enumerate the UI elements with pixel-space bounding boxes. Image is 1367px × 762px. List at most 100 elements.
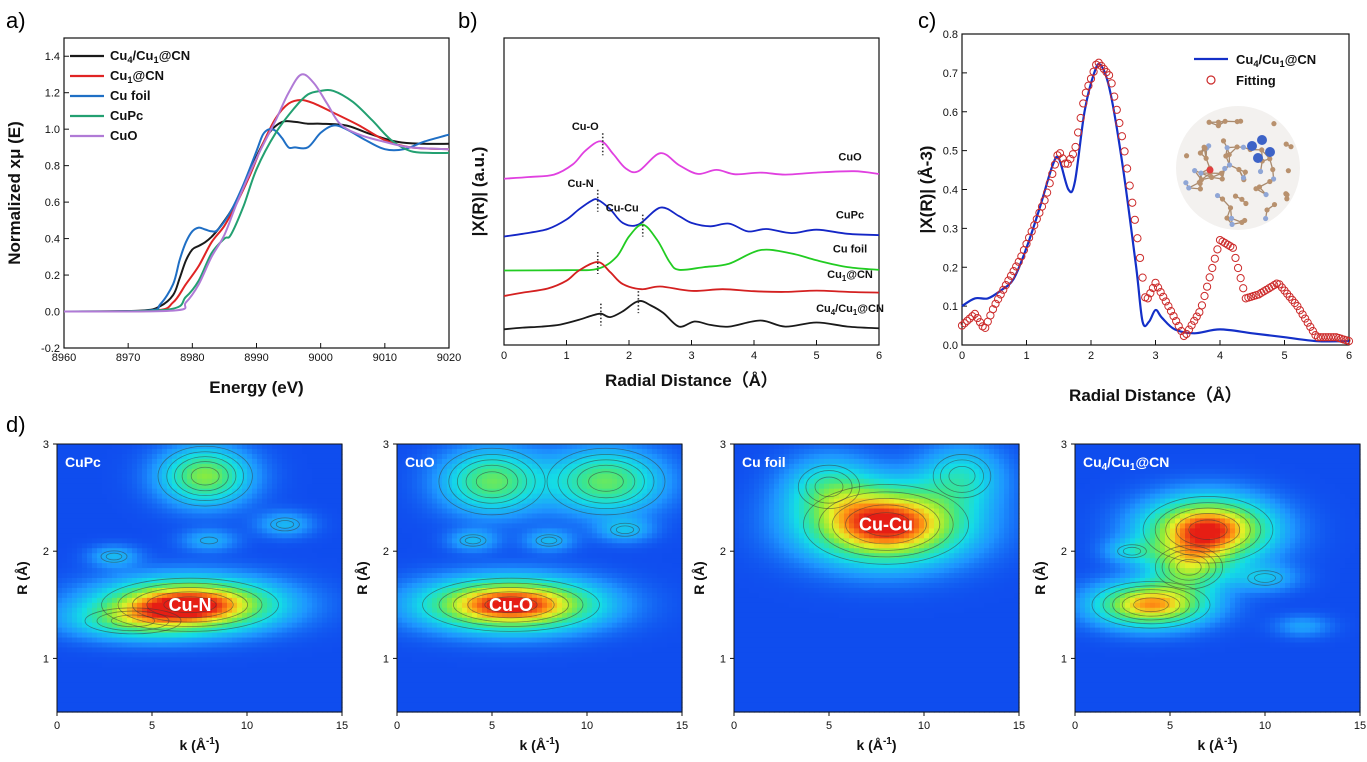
x-tick-label: 5	[1281, 350, 1287, 362]
heat-cell	[457, 468, 463, 475]
fit-marker	[1208, 263, 1217, 273]
heat-cell	[462, 607, 468, 614]
heat-cell	[492, 607, 498, 614]
heat-cell	[107, 543, 113, 549]
heat-cell	[317, 483, 323, 490]
heat-cell	[232, 518, 238, 524]
heat-cell	[262, 597, 268, 604]
heat-cell	[462, 602, 468, 609]
heat-cell	[272, 563, 278, 569]
heat-cell	[397, 493, 403, 500]
heat-cell	[212, 707, 218, 713]
heat-cell	[492, 473, 498, 480]
heat-cell	[317, 478, 323, 485]
heat-cell	[152, 677, 158, 683]
heat-cell	[422, 498, 428, 505]
heat-cell	[117, 498, 123, 505]
heat-cell	[322, 538, 328, 544]
heat-cell	[417, 597, 423, 604]
heat-cell	[242, 543, 248, 549]
heat-cell	[477, 528, 483, 534]
heat-cell	[317, 488, 323, 495]
heat-cell	[457, 513, 463, 520]
heat-cell	[507, 697, 513, 703]
heat-cell	[112, 463, 118, 470]
heat-cell	[112, 697, 118, 703]
heat-cell	[282, 632, 288, 639]
heat-cell	[182, 468, 188, 475]
heat-cell	[77, 493, 83, 500]
heat-cell	[277, 553, 283, 559]
heat-cell	[62, 657, 68, 663]
heat-cell	[407, 473, 413, 480]
heat-cell	[307, 667, 313, 673]
heat-cell	[147, 687, 153, 693]
heat-cell	[277, 458, 283, 465]
heat-cell	[127, 672, 133, 678]
heat-cell	[422, 667, 428, 673]
heat-cell	[167, 573, 173, 579]
heat-cell	[97, 687, 103, 693]
heat-cell	[252, 533, 258, 539]
heat-cell	[252, 468, 258, 475]
heat-cell	[182, 667, 188, 673]
heat-cell	[242, 483, 248, 490]
heat-cell	[207, 677, 213, 683]
heat-cell	[212, 642, 218, 649]
heat-cell	[122, 538, 128, 544]
heat-cell	[482, 488, 488, 495]
heat-cell	[467, 632, 473, 639]
heat-cell	[217, 682, 223, 688]
heat-cell	[162, 578, 168, 584]
heat-cell	[137, 602, 143, 609]
heat-cell	[247, 533, 253, 539]
heat-cell	[487, 538, 493, 544]
heat-cell	[92, 453, 98, 460]
heat-cell	[262, 632, 268, 639]
heat-cell	[407, 617, 413, 624]
heat-cell	[177, 503, 183, 510]
heat-cell	[172, 687, 178, 693]
heat-cell	[512, 533, 518, 539]
heat-cell	[232, 627, 238, 634]
atom	[1240, 144, 1247, 150]
heat-cell	[517, 587, 523, 594]
heat-cell	[207, 558, 213, 564]
heat-cell	[307, 568, 313, 574]
heat-cell	[422, 602, 428, 609]
heat-cell	[397, 667, 403, 673]
heat-cell	[282, 697, 288, 703]
heat-cell	[452, 642, 458, 649]
heat-cell	[57, 578, 63, 584]
heat-cell	[72, 463, 78, 470]
heat-cell	[407, 528, 413, 534]
heat-cell	[137, 657, 143, 663]
heat-cell	[157, 692, 163, 698]
heat-cell	[427, 533, 433, 539]
heat-cell	[262, 657, 268, 663]
heat-cell	[122, 528, 128, 534]
heat-cell	[397, 513, 403, 520]
heat-cell	[192, 687, 198, 693]
heat-cell	[62, 622, 68, 629]
heat-cell	[102, 513, 108, 520]
heat-cell	[407, 692, 413, 698]
heat-cell	[127, 677, 133, 683]
heat-cell	[182, 448, 188, 455]
heat-cell	[307, 602, 313, 609]
heat-cell	[272, 543, 278, 549]
heat-cell	[502, 692, 508, 698]
heat-cell	[117, 707, 123, 713]
heat-cell	[462, 702, 468, 708]
heat-cell	[187, 602, 193, 609]
heat-cell	[82, 632, 88, 639]
heat-cell	[282, 538, 288, 544]
heat-cell	[317, 548, 323, 554]
heat-cell	[317, 533, 323, 539]
heat-cell	[282, 508, 288, 515]
heat-cell	[202, 558, 208, 564]
heat-cell	[522, 587, 528, 594]
heat-cell	[77, 568, 83, 574]
heat-cell	[67, 528, 73, 534]
heat-cell	[167, 478, 173, 485]
